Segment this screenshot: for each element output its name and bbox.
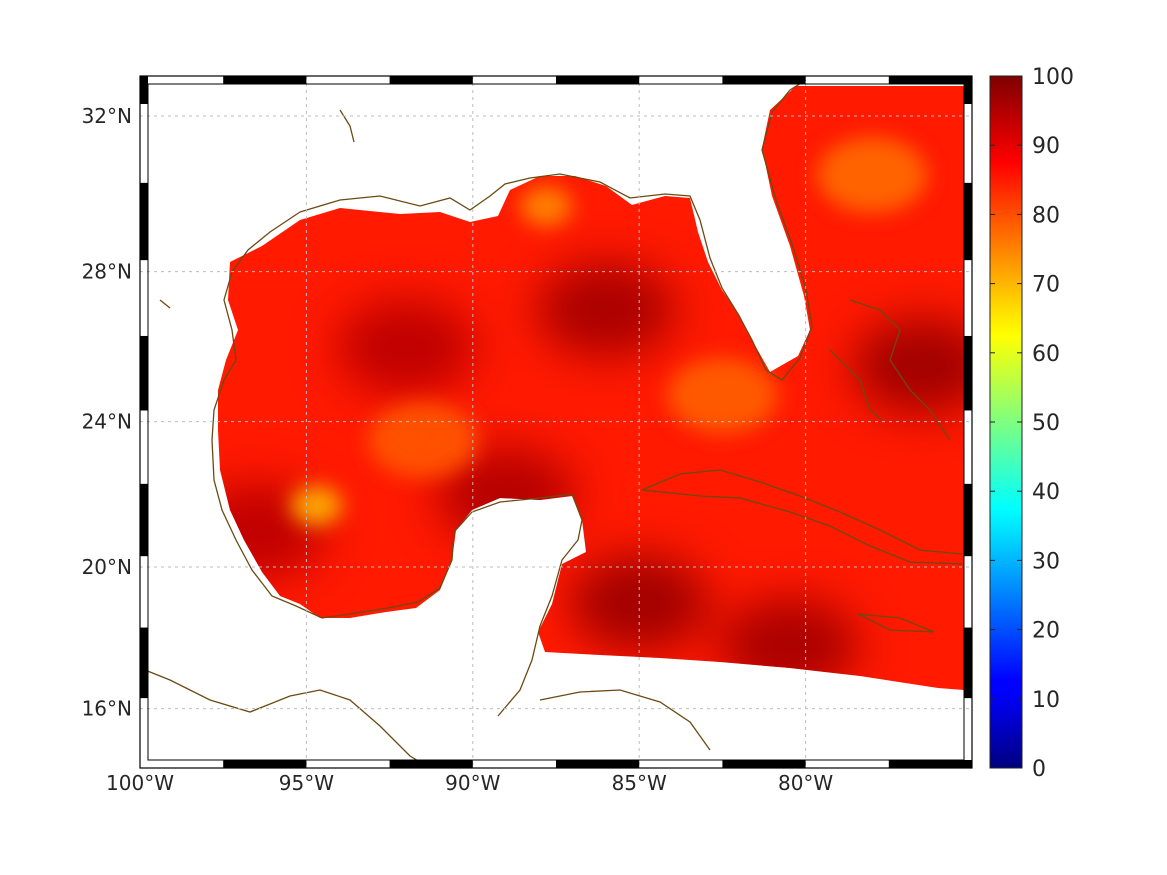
lat-tick-label: 16°N xyxy=(82,697,132,721)
colorbar-tick-label: 30 xyxy=(1032,549,1060,574)
field-high-region xyxy=(535,261,676,358)
frame-segment xyxy=(556,76,640,84)
frame-segment xyxy=(964,182,972,261)
coastline-segment xyxy=(139,667,431,769)
coastline-segment xyxy=(299,79,813,381)
lon-tick-labels: 100°W 95°W 90°W 85°W 80°W xyxy=(106,771,833,795)
coastline-segment xyxy=(339,109,355,143)
coastline-segment xyxy=(641,469,963,565)
lat-tick-label: 32°N xyxy=(82,104,132,128)
coastline-segment xyxy=(159,299,171,309)
coastlines xyxy=(139,79,963,769)
frame-segment xyxy=(140,335,148,411)
frame-segment xyxy=(556,760,640,768)
lat-tick-label: 28°N xyxy=(82,260,132,284)
lat-tick-labels: 32°N 28°N 24°N 20°N 16°N xyxy=(82,104,132,721)
frame-segment xyxy=(223,760,307,768)
frame-segment xyxy=(389,76,473,84)
field-low-region xyxy=(520,186,573,227)
coastline-segment xyxy=(829,349,883,421)
lon-tick-label: 90°W xyxy=(445,771,500,795)
lat-tick-label: 24°N xyxy=(82,410,132,434)
lon-tick-label: 100°W xyxy=(106,771,174,795)
frame-segment xyxy=(140,182,148,261)
frame-segment xyxy=(964,76,972,105)
field-low-region xyxy=(817,137,928,214)
colorbar-tick-label: 80 xyxy=(1032,203,1060,228)
field-low-region xyxy=(290,485,343,526)
frame-segment xyxy=(964,483,972,557)
field-low-region xyxy=(367,401,478,478)
frame-segment xyxy=(722,76,806,84)
coastline-segment xyxy=(857,613,935,633)
lon-tick-label: 80°W xyxy=(778,771,833,795)
frame-segment xyxy=(888,760,972,768)
colorbar-tick-label: 10 xyxy=(1032,688,1060,713)
colorbar-tick-label: 100 xyxy=(1032,65,1074,90)
colorbar-tick-label: 50 xyxy=(1032,411,1060,436)
field-low-region xyxy=(667,357,778,434)
frame-segment xyxy=(722,760,806,768)
colorbar-tick-label: 20 xyxy=(1032,619,1060,644)
frame-segment xyxy=(223,76,307,84)
frame-segment xyxy=(389,760,473,768)
lon-tick-label: 95°W xyxy=(279,771,334,795)
coastline-segment xyxy=(849,299,951,441)
coastline-segment xyxy=(211,211,583,717)
colorbar-tick-label: 60 xyxy=(1032,342,1060,367)
coastline-segment xyxy=(539,689,711,751)
field-high-region xyxy=(336,299,477,396)
frame-segment xyxy=(888,76,972,84)
field-high-region xyxy=(852,317,964,414)
lon-tick-label: 85°W xyxy=(612,771,667,795)
colorbar-tick-label: 0 xyxy=(1032,757,1046,782)
colorbar-tick-label: 40 xyxy=(1032,480,1060,505)
frame-segment xyxy=(140,483,148,557)
colorbar-tick-label: 70 xyxy=(1032,273,1060,298)
frame-segment xyxy=(140,627,148,699)
map-frame xyxy=(139,75,973,769)
colorbar-tick-label: 90 xyxy=(1032,134,1060,159)
frame-inner-border xyxy=(147,83,965,761)
frame-segment xyxy=(140,76,148,105)
frame-segment xyxy=(964,627,972,699)
lat-tick-label: 20°N xyxy=(82,555,132,579)
frame-segment xyxy=(964,335,972,411)
